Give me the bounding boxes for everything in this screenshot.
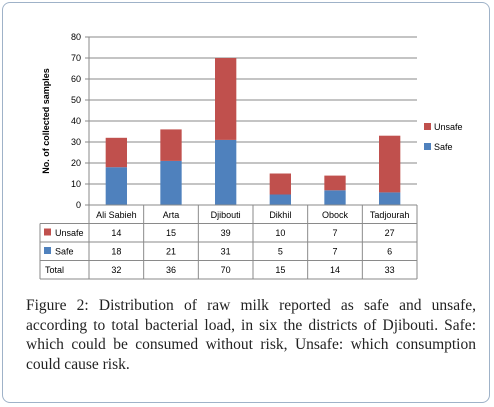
table-cell: 36 [166, 265, 176, 275]
table-cell: 39 [221, 228, 231, 238]
table-cell: 7 [332, 228, 337, 238]
table-legend-key [44, 247, 51, 254]
table-row-label: Total [45, 265, 64, 275]
table-cell: 15 [166, 228, 176, 238]
table-cell: 33 [385, 265, 395, 275]
bar-unsafe [379, 135, 401, 193]
category-label: Tadjourah [370, 210, 410, 220]
bar-safe [215, 139, 237, 205]
y-tick-label: 20 [71, 158, 81, 168]
table-cell: 10 [275, 228, 285, 238]
category-label: Dikhil [269, 210, 291, 220]
category-label: Arta [163, 210, 180, 220]
table-cell: 70 [221, 265, 231, 275]
category-label: Obock [322, 210, 349, 220]
table-legend-key [44, 228, 51, 236]
category-label: Djibouti [211, 210, 241, 220]
table-cell: 7 [332, 247, 337, 257]
figure-caption: Figure 2: Distribution of raw milk repor… [26, 296, 476, 374]
bar-unsafe [269, 173, 291, 195]
y-tick-label: 10 [71, 179, 81, 189]
caption-text: Distribution of raw milk reported as saf… [26, 297, 476, 373]
category-label: Ali Sabieh [96, 210, 137, 220]
y-tick-label: 80 [71, 32, 81, 42]
bar-safe [379, 192, 401, 205]
y-tick-label: 70 [71, 53, 81, 63]
table-cell: 14 [330, 265, 340, 275]
table-cell: 32 [111, 265, 121, 275]
legend-key [424, 143, 431, 150]
figure-frame [2, 2, 490, 403]
table-cell: 5 [278, 247, 283, 257]
bar-unsafe [105, 137, 127, 168]
bar-safe [269, 194, 291, 205]
bar-safe [160, 160, 182, 205]
bar-unsafe [324, 175, 346, 191]
y-tick-label: 50 [71, 95, 81, 105]
y-tick-label: 40 [71, 116, 81, 126]
bar-unsafe [160, 129, 182, 161]
table-cell: 27 [385, 228, 395, 238]
table-cell: 6 [387, 247, 392, 257]
y-tick-label: 30 [71, 137, 81, 147]
table-row-label: Safe [55, 247, 74, 257]
table-row-label: Unsafe [55, 228, 84, 238]
y-tick-label: 0 [76, 200, 81, 210]
y-axis-label: No. of collected samples [41, 68, 51, 174]
table-cell: 14 [111, 228, 121, 238]
stacked-bar-chart: 0 10 20 30 40 50 60 70 80 No. of collected sample… [39, 32, 463, 280]
legend-key [424, 123, 431, 130]
legend-label: Safe [434, 142, 453, 152]
y-tick-label: 60 [71, 74, 81, 84]
table-cell: 31 [221, 247, 231, 257]
table-cell: 15 [275, 265, 285, 275]
table-cell: 18 [111, 247, 121, 257]
bar-unsafe [215, 58, 237, 140]
bar-safe [324, 190, 346, 205]
table-cell: 21 [166, 247, 176, 257]
caption-lead: Figure 2: [26, 297, 89, 314]
bar-safe [105, 167, 127, 205]
legend-label: Unsafe [434, 122, 463, 132]
